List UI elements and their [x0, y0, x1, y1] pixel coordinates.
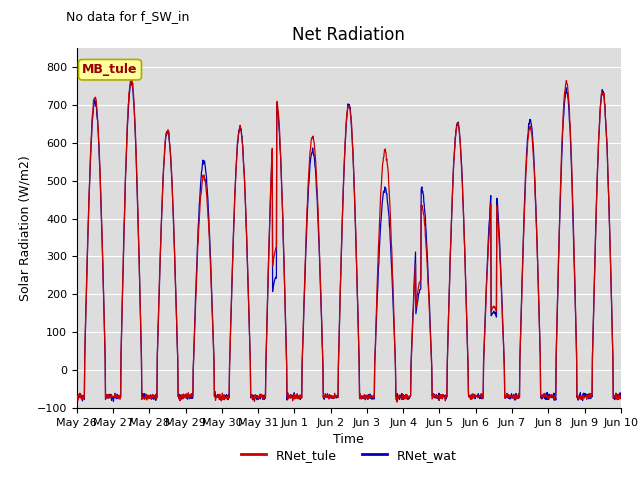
Y-axis label: Solar Radiation (W/m2): Solar Radiation (W/m2): [18, 155, 31, 301]
Title: Net Radiation: Net Radiation: [292, 25, 405, 44]
Text: MB_tule: MB_tule: [82, 63, 138, 76]
Legend: RNet_tule, RNet_wat: RNet_tule, RNet_wat: [236, 444, 461, 467]
Text: No data for f_SW_in: No data for f_SW_in: [66, 10, 189, 23]
X-axis label: Time: Time: [333, 433, 364, 446]
